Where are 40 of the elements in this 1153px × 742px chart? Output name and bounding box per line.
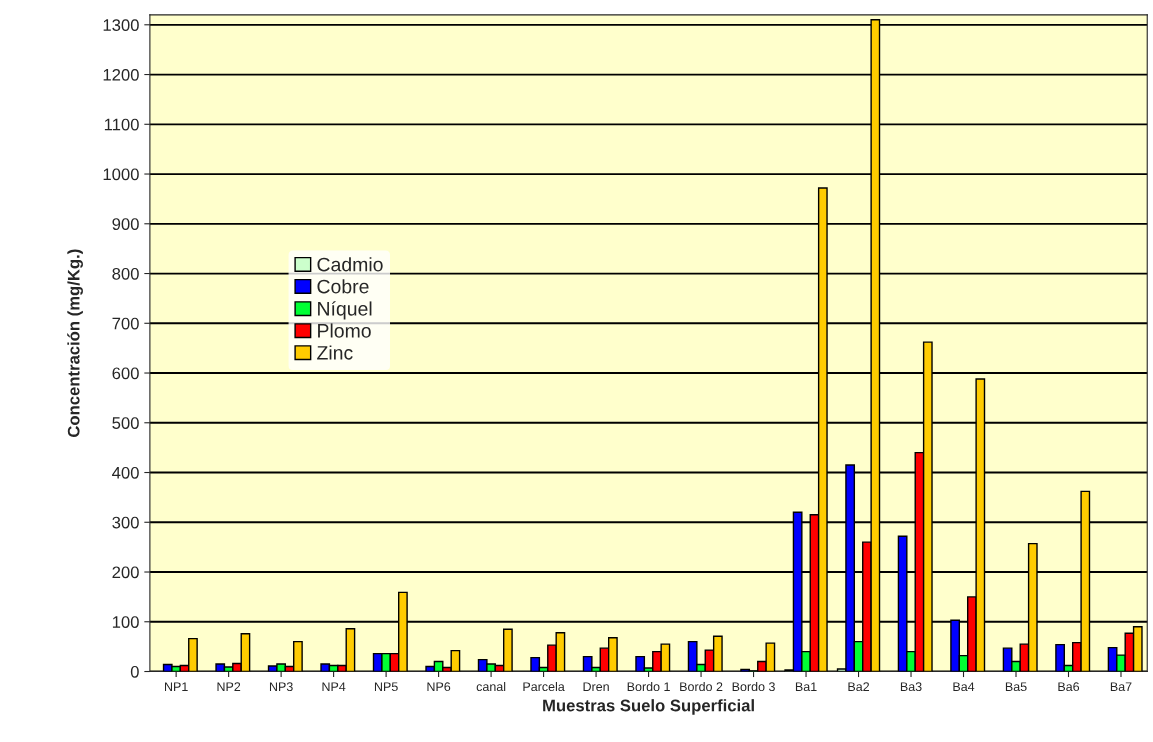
y-tick-label: 1300 (103, 19, 139, 31)
x-axis-title: Muestras Suelo Superficial (543, 699, 754, 715)
x-tick-label: Bordo 3 (732, 681, 775, 692)
x-tick-label: NP3 (269, 682, 293, 692)
y-tick-label: 200 (112, 566, 139, 579)
y-tick-label: 100 (112, 616, 139, 628)
x-tick-label: canal (476, 681, 506, 692)
x-tick-label: Bordo 2 (680, 681, 723, 692)
y-tick-label: 500 (112, 417, 139, 429)
x-tick-label: Ba2 (848, 682, 870, 692)
x-tick-label: Ba1 (795, 682, 817, 692)
y-axis-title: Concentración (mg/Kg.) (67, 249, 83, 437)
y-tick-label: 600 (112, 367, 139, 380)
x-tick-label: NP2 (217, 682, 241, 691)
x-tick-label: Dren (583, 682, 609, 692)
y-tick-label: 400 (112, 466, 139, 479)
x-tick-label: Ba3 (900, 682, 922, 692)
x-tick-label: Ba5 (1005, 682, 1027, 692)
y-tick-label: 800 (112, 267, 139, 280)
y-tick-label: 1000 (103, 168, 139, 181)
x-tick-label: Ba6 (1058, 682, 1080, 692)
x-tick-label: NP4 (322, 682, 346, 691)
x-tick-label: NP6 (427, 682, 451, 692)
y-tick-label: 700 (112, 317, 139, 330)
legend-label: Plomo (318, 323, 371, 338)
x-tick-label: Ba4 (953, 682, 975, 692)
x-tick-label: Bordo 1 (627, 681, 670, 692)
y-tick-label: 1200 (103, 68, 139, 81)
y-tick-label: 0 (130, 665, 139, 678)
y-tick-label: 900 (112, 218, 139, 230)
legend-label: Cobre (317, 279, 369, 294)
x-tick-label: NP1 (165, 682, 188, 691)
legend-label: Níquel (318, 301, 372, 320)
y-tick-label: 1100 (104, 118, 139, 131)
legend-label: Zinc (317, 345, 353, 360)
x-tick-label: Parcela (523, 681, 565, 692)
y-tick-label: 300 (112, 516, 139, 529)
legend-label: Cadmio (317, 257, 383, 272)
x-tick-label: NP5 (374, 682, 398, 692)
x-tick-label: Ba7 (1110, 682, 1132, 692)
